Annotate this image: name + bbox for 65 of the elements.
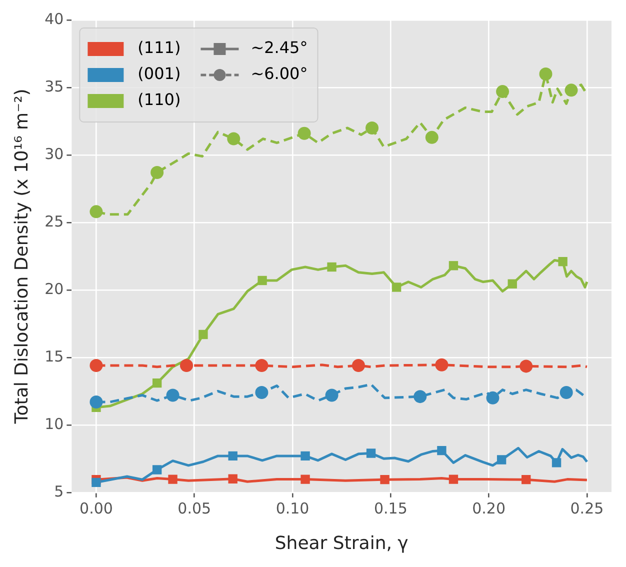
- point: [90, 359, 103, 372]
- legend-label: (001): [138, 64, 181, 84]
- point: [255, 359, 268, 372]
- point: [298, 126, 311, 140]
- point: [425, 130, 438, 144]
- point: [90, 395, 103, 408]
- point: [180, 359, 194, 372]
- point: [558, 257, 568, 266]
- point: [150, 166, 164, 180]
- point: [198, 330, 208, 340]
- y-axis-title: Total Dislocation Density (x 10¹⁶ m⁻²): [11, 88, 32, 425]
- point: [560, 386, 573, 400]
- x-tick-label: 0.15: [374, 499, 408, 518]
- x-tick-label: 0.10: [276, 499, 310, 518]
- point: [300, 451, 310, 461]
- legend-label: (110): [138, 90, 181, 110]
- point: [227, 132, 240, 146]
- point: [564, 84, 578, 97]
- point: [152, 465, 162, 474]
- y-tick-label: 35: [44, 77, 64, 96]
- point: [496, 455, 506, 464]
- point: [92, 478, 101, 488]
- point: [228, 451, 238, 461]
- legend-label: (111): [138, 38, 181, 58]
- point: [166, 388, 180, 402]
- point: [486, 391, 500, 404]
- x-tick-label: 0.25: [570, 499, 604, 518]
- point: [380, 474, 390, 484]
- point: [255, 386, 268, 400]
- x-tick-label: 0.00: [80, 499, 113, 518]
- point: [520, 360, 533, 373]
- point: [508, 279, 517, 288]
- legend-label: ~2.45°: [250, 38, 308, 58]
- point: [414, 390, 427, 404]
- point: [366, 448, 376, 458]
- point: [300, 474, 310, 484]
- point: [327, 262, 336, 272]
- point: [90, 205, 103, 218]
- point: [366, 121, 379, 134]
- point: [435, 358, 448, 372]
- point: [448, 261, 458, 270]
- point: [325, 388, 338, 402]
- x-tick-label: 0.05: [178, 499, 212, 518]
- y-tick-label: 10: [44, 414, 64, 433]
- y-tick-label: 15: [44, 347, 64, 366]
- y-tick-label: 5: [54, 482, 64, 500]
- legend-label: ~6.00°: [250, 64, 308, 84]
- point: [496, 85, 510, 98]
- point: [352, 359, 365, 372]
- point: [152, 378, 162, 388]
- point: [522, 474, 531, 484]
- x-tick-label: 0.20: [472, 499, 506, 518]
- point: [392, 282, 402, 292]
- point: [437, 446, 446, 456]
- point: [552, 458, 562, 468]
- y-tick-label: 30: [44, 144, 64, 163]
- point: [539, 67, 552, 80]
- point: [168, 474, 178, 484]
- x-axis-title: Shear Strain, γ: [274, 532, 409, 554]
- y-tick-label: 40: [44, 10, 64, 28]
- point: [228, 474, 238, 484]
- y-tick-label: 20: [44, 280, 64, 298]
- y-tick-label: 25: [44, 212, 64, 230]
- point: [258, 276, 267, 286]
- point: [448, 474, 458, 484]
